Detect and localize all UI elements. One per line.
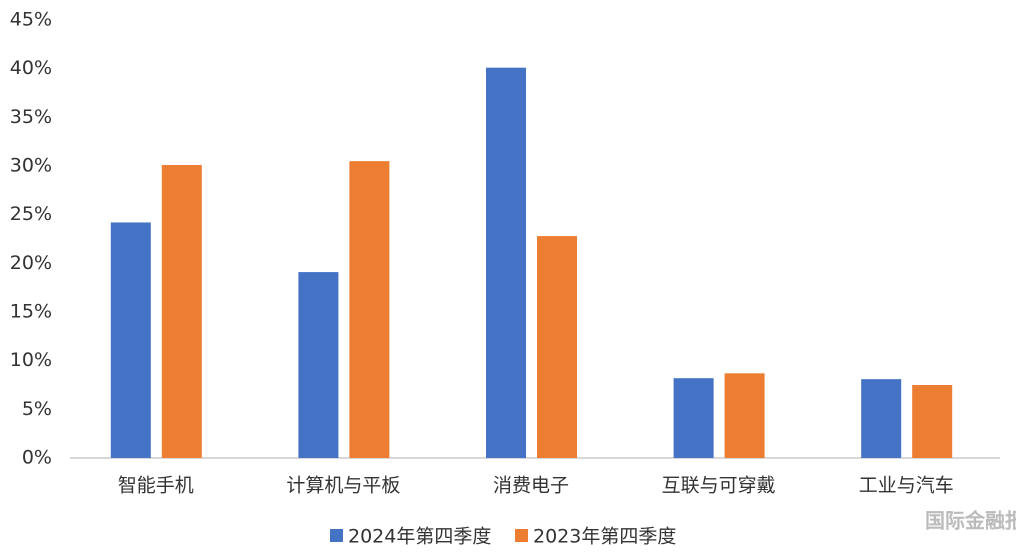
x-tick-label: 消费电子 [493,475,569,497]
bar [486,67,526,459]
y-tick-label: 5% [22,398,52,420]
bar [161,165,202,458]
x-tick-label: 智能手机 [118,475,194,497]
watermark: 国际金融报 [925,509,1016,533]
legend-swatch [330,529,343,542]
bar [537,236,577,458]
y-tick-label: 45% [10,9,52,31]
bar [724,373,765,458]
x-tick-label: 计算机与平板 [286,475,400,497]
y-tick-label: 40% [10,57,52,79]
y-tick-label: 35% [10,106,52,128]
x-tick-label: 互联与可穿戴 [662,475,776,497]
y-tick-label: 15% [10,301,52,323]
bar [349,161,390,458]
bar [673,378,714,458]
y-tick-label: 0% [22,447,52,469]
legend-label: 2023年第四季度 [533,526,676,548]
bar [861,379,902,458]
y-tick-label: 25% [10,203,52,225]
x-tick-label: 工业与汽车 [859,475,954,497]
bar [298,272,339,458]
bar [110,222,151,458]
legend-label: 2024年第四季度 [348,526,491,548]
bar [912,385,953,458]
y-tick-label: 10% [10,349,52,371]
y-tick-label: 20% [10,252,52,274]
y-tick-label: 30% [10,155,52,177]
legend-swatch [515,529,528,542]
